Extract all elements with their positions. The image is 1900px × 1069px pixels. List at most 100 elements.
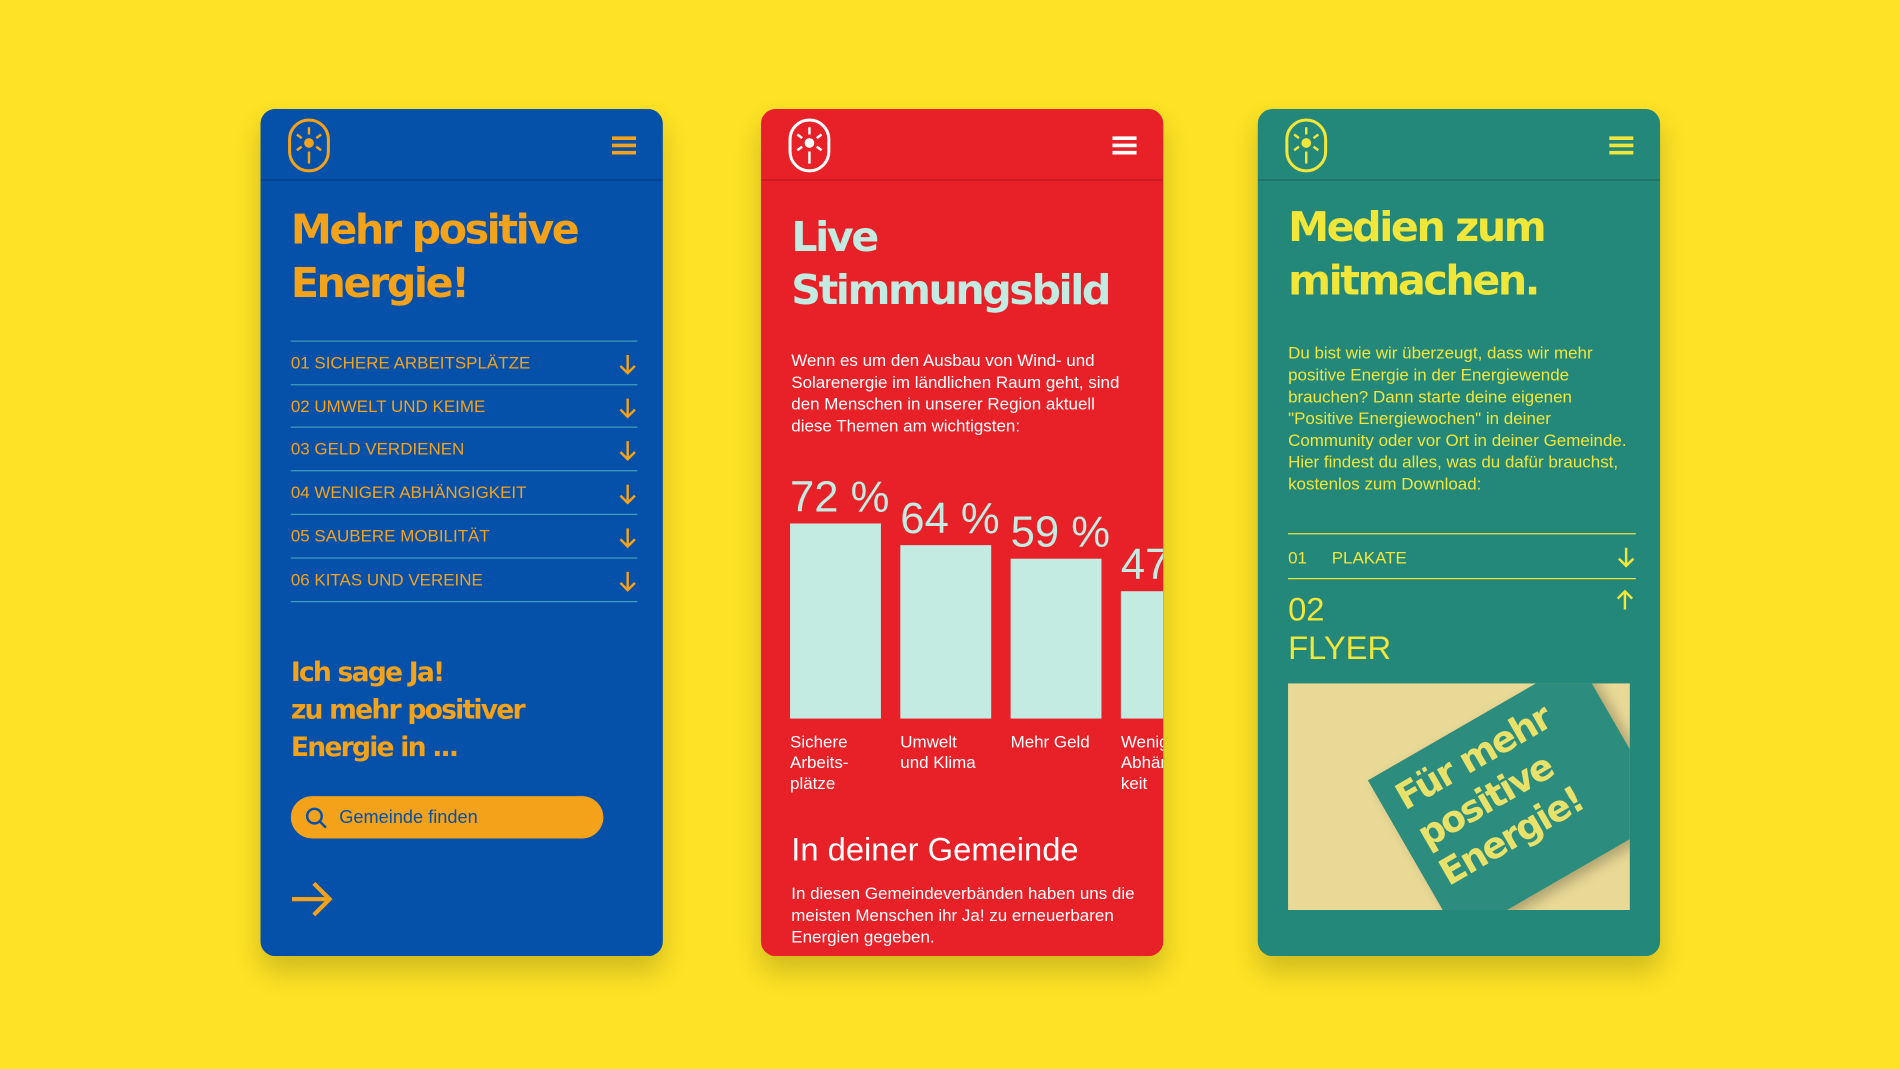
value-label: 72 % xyxy=(790,473,889,521)
topic-label: 02 UMWELT UND KEIME xyxy=(290,395,486,416)
cta-line: zu mehr positiver xyxy=(290,695,526,726)
search-placeholder: Gemeinde finden xyxy=(339,807,478,828)
arrow-head xyxy=(619,494,636,505)
category-label: Mehr Geld xyxy=(1011,733,1090,752)
text-line: positive Energie in der Energiewende xyxy=(1288,364,1570,385)
logo[interactable] xyxy=(788,118,832,174)
text-line: Energien gegeben. xyxy=(791,926,935,947)
category-label: plätze xyxy=(790,774,835,793)
topic-item[interactable]: 03 GELD VERDIENEN xyxy=(290,427,638,470)
down-arrow xyxy=(619,398,636,419)
intro-text: Wenn es um den Ausbau von Wind- und Solar… xyxy=(791,349,1119,436)
header xyxy=(260,109,663,181)
topic-label: 01 SICHERE ARBEITSPLÄTZE xyxy=(290,352,531,373)
category-label: Umwelt xyxy=(900,733,957,752)
flyer-image: Für mehr positive Energie! xyxy=(1288,683,1630,911)
text-line: Community oder vor Ort in deiner Gemeind… xyxy=(1288,430,1627,450)
value-label: 47 % xyxy=(1121,541,1163,589)
accordion-label: PLAKATE xyxy=(1331,547,1407,568)
section-title: In deiner Gemeinde xyxy=(791,831,1079,868)
search-icon xyxy=(305,807,327,829)
flyer-text: Für mehr positive Energie! xyxy=(1389,697,1603,896)
menu-button[interactable] xyxy=(1112,136,1137,155)
down-arrow xyxy=(1618,547,1635,568)
text-line: Hier findest du alles, was du dafür brau… xyxy=(1288,451,1619,472)
topic-item[interactable]: 04 WENIGER ABHÄNGIGKEIT xyxy=(290,470,638,513)
screen-media: Medien zum mitmachen. Du bist wie wir übe… xyxy=(1257,109,1661,957)
bar xyxy=(1010,558,1102,719)
accordion-number: 01 xyxy=(1288,547,1307,568)
headline-line: mitmachen. xyxy=(1288,256,1540,306)
category-label: Abhängig- xyxy=(1121,753,1163,772)
headline-line: Live xyxy=(791,213,879,262)
menu-button[interactable] xyxy=(1609,136,1634,155)
text-line: brauchen? Dann starte deine eigenen xyxy=(1288,386,1572,406)
text-line: Du bist wie wir überzeugt, dass wir mehr xyxy=(1288,342,1593,363)
down-arrow xyxy=(619,484,636,505)
accordion-row[interactable]: 01 PLAKATE xyxy=(1288,545,1636,569)
text-line: meisten Menschen ihr Ja! zu erneuerbaren xyxy=(791,905,1114,925)
arrow-head xyxy=(619,365,636,375)
category-label: Weniger xyxy=(1121,733,1163,752)
headline: Live Stimmungsbild xyxy=(791,211,1111,318)
text-line: diese Themen am wichtigsten: xyxy=(791,415,1021,436)
headline: Mehr positive Energie! xyxy=(290,204,580,311)
intro-text: Du bist wie wir überzeugt, dass wir mehr… xyxy=(1288,342,1626,495)
topic-item[interactable]: 01 SICHERE ARBEITSPLÄTZE xyxy=(290,340,638,383)
cta-line: Ich sage Ja! xyxy=(290,657,445,689)
logo[interactable] xyxy=(287,118,331,174)
divider xyxy=(1288,577,1636,580)
header xyxy=(760,109,1164,181)
cta-line: Energie in ... xyxy=(290,733,459,764)
cta-heading: Ich sage Ja! zu mehr positiver Energie in … xyxy=(290,654,526,767)
category-label: keit xyxy=(1121,774,1148,793)
value-label: 59 % xyxy=(1011,509,1110,557)
header xyxy=(1257,109,1661,181)
logo[interactable] xyxy=(1284,118,1328,174)
menu-button[interactable] xyxy=(611,136,637,155)
headline-line: Energie! xyxy=(290,259,470,308)
text-line: kostenlos zum Download: xyxy=(1288,473,1482,494)
topic-item[interactable]: 02 UMWELT UND KEIME xyxy=(290,383,638,427)
divider xyxy=(1288,533,1636,535)
headline-line: Medien zum xyxy=(1288,203,1547,253)
headline-line: Mehr positive xyxy=(290,205,580,255)
flyer: Für mehr positive Energie! xyxy=(1367,683,1630,911)
topic-label: 03 GELD VERDIENEN xyxy=(290,439,465,459)
bar xyxy=(900,545,992,719)
screen-energy: Mehr positive Energie! Ich sage Ja! zu meh… xyxy=(260,109,663,957)
topic-label: 06 KITAS UND VEREINE xyxy=(290,568,483,589)
accordion-number: 02 xyxy=(1288,591,1325,628)
down-arrow xyxy=(619,571,636,592)
down-arrow xyxy=(619,355,636,375)
text-line: Solarenergie im ländlichen Raum geht, si… xyxy=(791,372,1120,392)
category-label: Arbeits- xyxy=(790,753,848,772)
down-arrow xyxy=(619,441,636,462)
text-line: Wenn es um den Ausbau von Wind- und xyxy=(791,350,1095,370)
up-arrow[interactable] xyxy=(1615,589,1634,611)
category-label: und Klima xyxy=(900,753,976,772)
topic-item[interactable]: 05 SAUBERE MOBILITÄT xyxy=(290,513,638,557)
search-field[interactable]: Gemeinde finden xyxy=(290,796,604,839)
next-arrow[interactable] xyxy=(291,880,335,919)
text-line: In diesen Gemeindeverbänden haben uns di… xyxy=(791,883,1135,903)
headline: Medien zum mitmachen. xyxy=(1288,201,1547,308)
topic-item[interactable]: 06 KITAS UND VEREINE xyxy=(290,556,638,602)
text-line: "Positive Energiewochen" in deiner xyxy=(1288,408,1551,428)
text-line: den Menschen in unserer Region aktuell xyxy=(791,393,1095,414)
arrow-head xyxy=(619,451,636,462)
down-arrow xyxy=(619,528,636,548)
category-label: Sichere xyxy=(790,733,847,752)
section-text: In diesen Gemeindeverbänden haben uns di… xyxy=(791,882,1134,947)
accordion-open[interactable]: 02 FLYER xyxy=(1288,590,1391,668)
value-label: 64 % xyxy=(900,495,999,543)
topic-label: 05 SAUBERE MOBILITÄT xyxy=(290,525,490,546)
arrow-head xyxy=(619,408,636,419)
topic-label: 04 WENIGER ABHÄNGIGKEIT xyxy=(290,482,527,502)
bar xyxy=(1120,591,1164,719)
screen-survey: Live Stimmungsbild Wenn es um den Ausbau … xyxy=(760,109,1164,957)
accordion-label: FLYER xyxy=(1288,630,1392,667)
